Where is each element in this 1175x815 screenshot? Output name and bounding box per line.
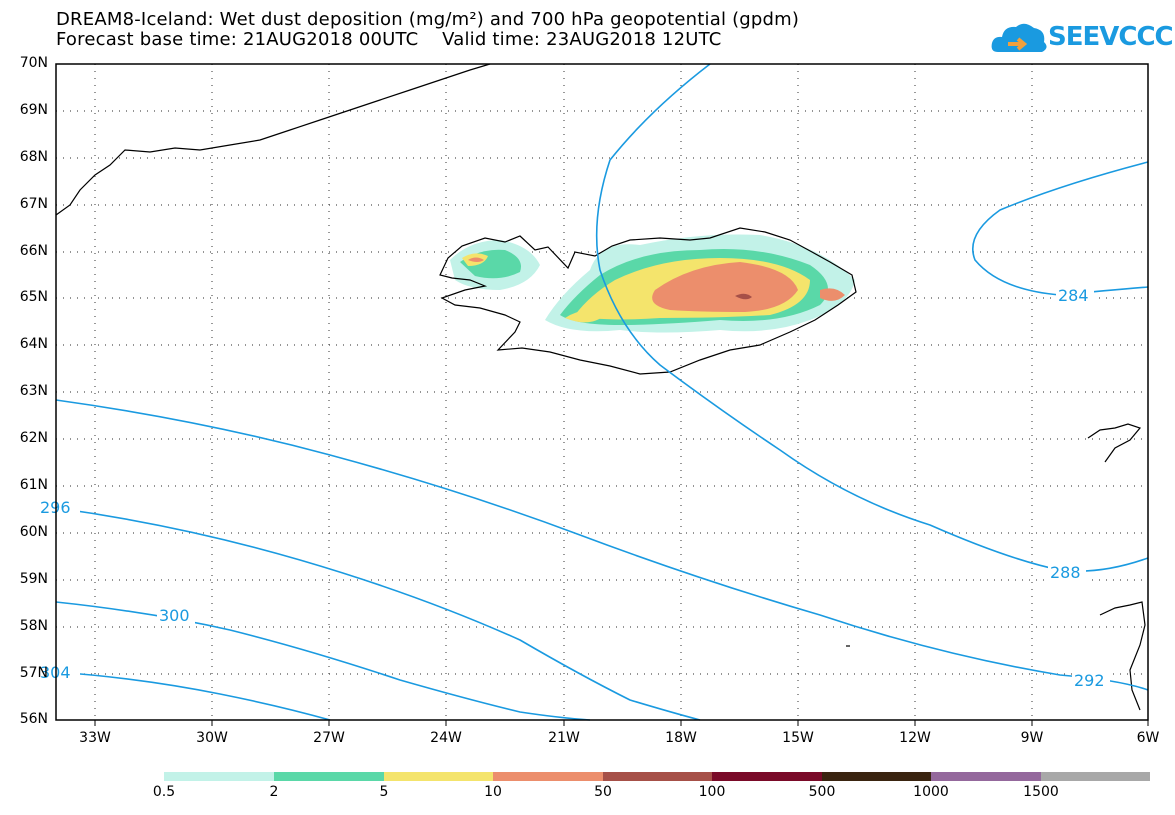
colorbar-swatch: [931, 772, 1041, 781]
logo-text: SEEVCCC: [1048, 22, 1174, 52]
colorbar-swatch: [1041, 772, 1150, 781]
colorbar-swatch: [822, 772, 931, 781]
contour-label-288: 288: [1050, 563, 1081, 582]
axis-ticks: [94, 720, 1149, 726]
colorbar-label: 5: [379, 784, 389, 800]
graticule: [56, 64, 1148, 720]
lon-label: 9W: [1020, 730, 1044, 746]
dust-deposition-field: [450, 234, 855, 333]
map-subtitle: Forecast base time: 21AUG2018 00UTC Vali…: [56, 29, 722, 50]
contour-label-292: 292: [1074, 671, 1105, 690]
map-frame: [55, 63, 1149, 721]
lon-label: 24W: [430, 730, 462, 746]
coastlines: [55, 63, 1146, 711]
lat-label: 66N: [19, 243, 48, 259]
lat-label: 60N: [19, 524, 48, 540]
contour-label-300: 300: [159, 606, 190, 625]
lon-label: 15W: [782, 730, 814, 746]
lon-label: 30W: [196, 730, 228, 746]
lat-label: 63N: [19, 383, 48, 399]
lon-label: 6W: [1136, 730, 1160, 746]
contour-labels: 284 288 292 296 300 304: [40, 286, 1110, 690]
colorbar-label: 1000: [913, 784, 949, 800]
contour-label-284: 284: [1058, 286, 1089, 305]
colorbar-label: 100: [698, 784, 726, 800]
colorbar-swatch: [603, 772, 712, 781]
colorbar-swatch: [712, 772, 822, 781]
lat-label: 59N: [19, 571, 48, 587]
colorbar-label: 2: [269, 784, 279, 800]
colorbar-label: 500: [808, 784, 836, 800]
lat-label: 64N: [19, 336, 48, 352]
map-title: DREAM8-Iceland: Wet dust deposition (mg/…: [56, 9, 800, 30]
lat-label: 58N: [19, 618, 48, 634]
lon-label: 21W: [548, 730, 580, 746]
lon-label: 18W: [665, 730, 697, 746]
cloud-icon: [991, 23, 1047, 52]
colorbar-label: 1500: [1023, 784, 1059, 800]
colorbar-swatch: [164, 772, 274, 781]
colorbar-swatch: [274, 772, 384, 781]
lon-label: 12W: [899, 730, 931, 746]
colorbar-label: 50: [594, 784, 612, 800]
lon-label: 33W: [79, 730, 111, 746]
lat-label: 67N: [19, 196, 48, 212]
seevccc-logo: SEEVCCC: [990, 18, 1174, 58]
lat-label: 57N: [19, 665, 48, 681]
lat-label: 65N: [19, 289, 48, 305]
lat-label: 61N: [19, 477, 48, 493]
lat-label: 69N: [19, 102, 48, 118]
colorbar-swatch: [384, 772, 493, 781]
lat-label: 56N: [19, 711, 48, 727]
colorbar-label: 10: [484, 784, 502, 800]
lat-label: 68N: [19, 149, 48, 165]
lat-label: 70N: [19, 55, 48, 71]
lon-label: 27W: [313, 730, 345, 746]
lat-label: 62N: [19, 430, 48, 446]
colorbar-swatch: [493, 772, 603, 781]
colorbar-label: 0.5: [152, 784, 176, 800]
